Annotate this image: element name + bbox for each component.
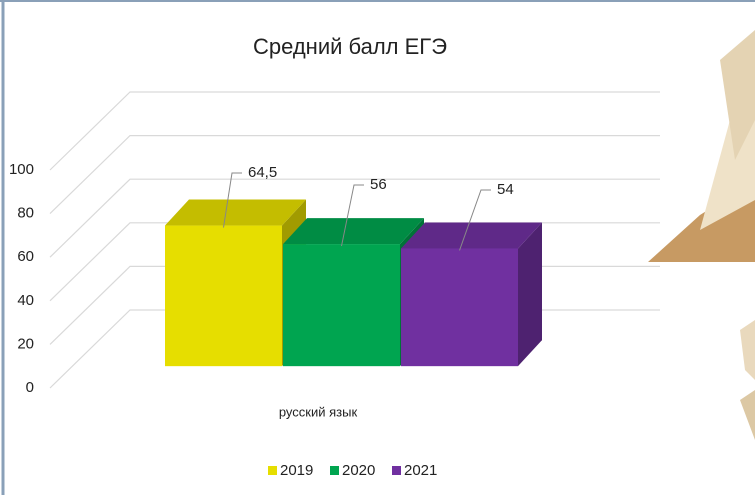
bar-top (401, 222, 542, 248)
bar-group (401, 222, 542, 366)
legend-swatch (392, 466, 401, 475)
bar (401, 248, 518, 366)
y-tick-label: 100 (9, 161, 34, 178)
chart-title: Средний балл ЕГЭ (253, 34, 447, 59)
legend-label: 2021 (404, 462, 437, 479)
y-tick-label: 0 (26, 379, 34, 396)
bar-top (283, 218, 424, 244)
legend-label: 2019 (280, 462, 313, 479)
x-tick-label: русский язык (279, 404, 358, 419)
value-label: 54 (497, 181, 514, 198)
bar (283, 244, 400, 366)
y-tick-label: 80 (17, 205, 34, 222)
bar-top (165, 200, 306, 226)
legend-label: 2020 (342, 462, 375, 479)
y-tick-label: 60 (17, 248, 34, 265)
legend-swatch (268, 466, 277, 475)
value-label: 56 (370, 176, 387, 193)
bar (165, 226, 282, 367)
chart: Средний балл ЕГЭ русский язык 0 20 40 60 80 1… (0, 0, 755, 495)
y-tick-label: 40 (17, 292, 34, 309)
legend-swatch (330, 466, 339, 475)
value-label: 64,5 (248, 164, 277, 181)
y-tick-label: 20 (17, 335, 34, 352)
